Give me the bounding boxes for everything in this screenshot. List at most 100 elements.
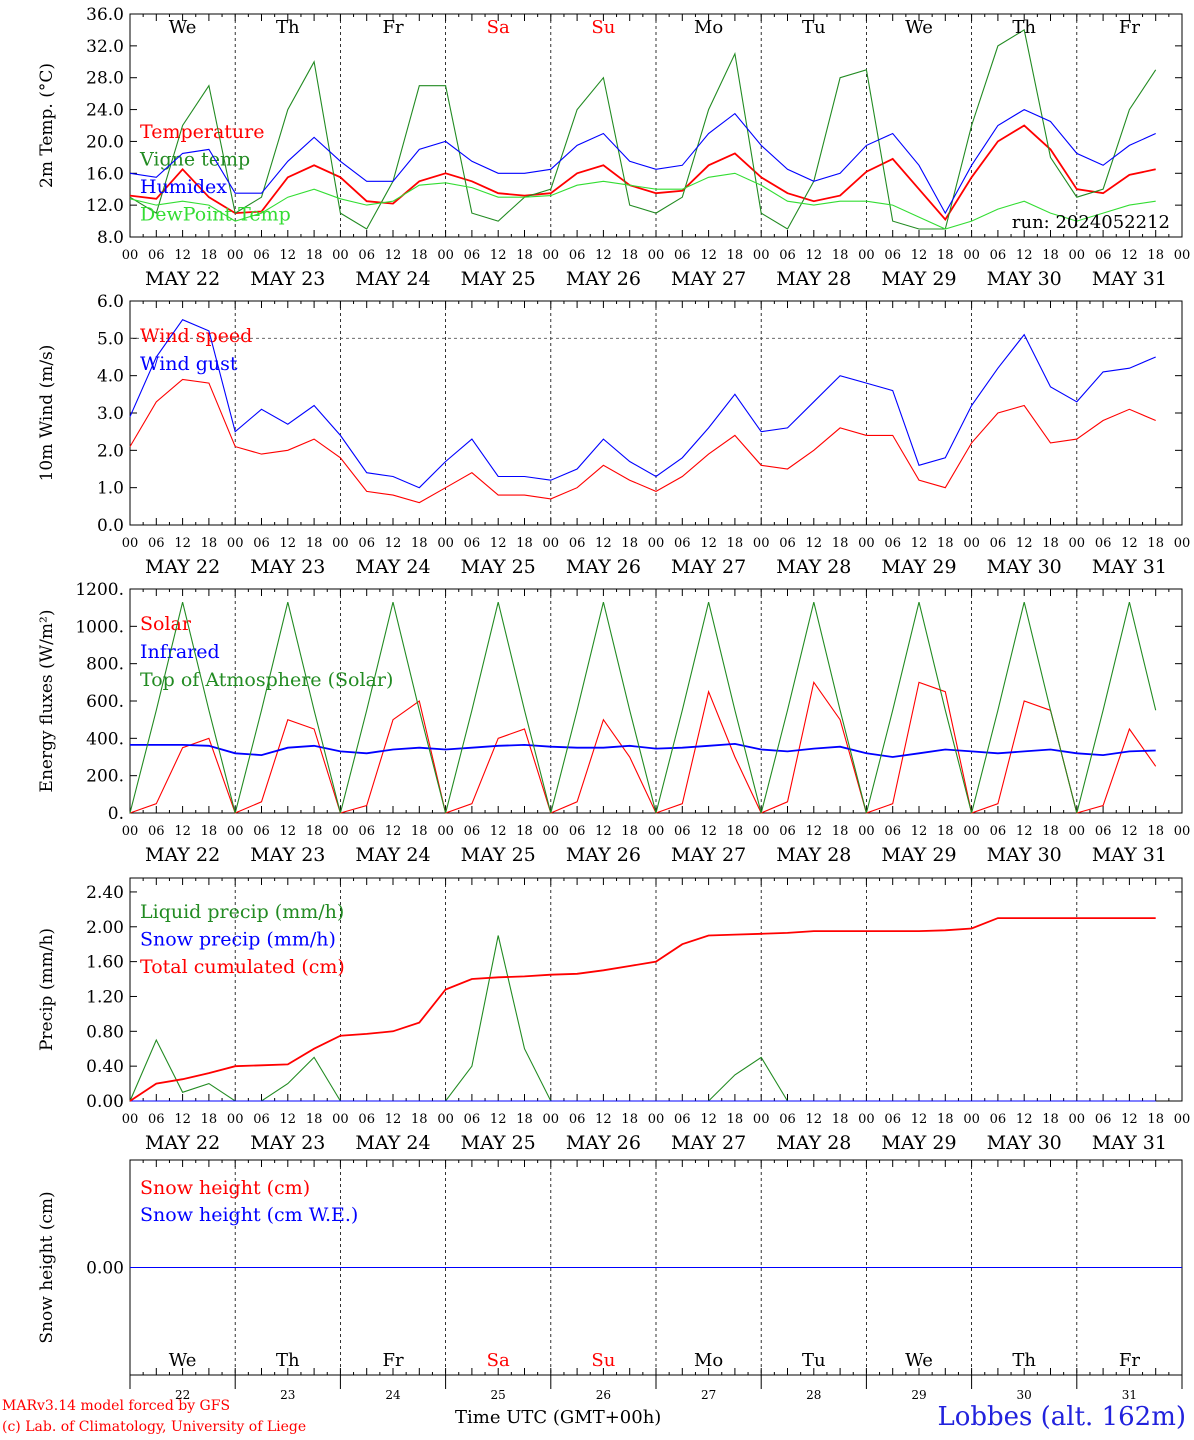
date-label: MAY 30 bbox=[987, 268, 1062, 290]
y-tick-label: 1200. bbox=[75, 580, 124, 600]
hour-tick-label: 06 bbox=[1095, 536, 1112, 551]
legend-entry: Top of Atmosphere (Solar) bbox=[140, 669, 393, 691]
hour-tick-label: 12 bbox=[385, 1112, 402, 1127]
y-tick-label: 16.0 bbox=[86, 164, 124, 184]
hour-tick-label: 06 bbox=[990, 536, 1007, 551]
hour-tick-label: 06 bbox=[1095, 824, 1112, 839]
y-tick-label: 2.00 bbox=[86, 918, 124, 938]
series-line-wind-speed bbox=[129, 378, 1156, 504]
date-label: MAY 22 bbox=[145, 1132, 220, 1154]
hour-tick-label: 00 bbox=[227, 1112, 244, 1127]
hour-tick-label: 06 bbox=[884, 1112, 901, 1127]
weekday-label: Fr bbox=[1119, 17, 1140, 38]
time-axis-label: Time UTC (GMT+00h) bbox=[455, 1407, 662, 1428]
date-label: MAY 27 bbox=[671, 268, 746, 290]
hour-tick-label: 00 bbox=[1069, 1112, 1086, 1127]
hour-tick-label: 18 bbox=[306, 1112, 323, 1127]
hour-tick-label: 18 bbox=[727, 1112, 744, 1127]
hour-tick-label: 12 bbox=[174, 1112, 191, 1127]
hour-tick-label: 12 bbox=[174, 248, 191, 263]
hour-tick-label: 12 bbox=[385, 248, 402, 263]
hour-tick-label: 00 bbox=[963, 248, 980, 263]
hour-tick-label: 06 bbox=[253, 536, 270, 551]
y-tick-label: 2.40 bbox=[86, 883, 124, 903]
hour-tick-label: 00 bbox=[1069, 248, 1086, 263]
y-tick-label: 0.40 bbox=[86, 1057, 124, 1077]
hour-tick-label: 00 bbox=[122, 824, 139, 839]
day-number-label: 22 bbox=[175, 1388, 190, 1402]
date-label: MAY 31 bbox=[1092, 556, 1167, 578]
hour-tick-label: 06 bbox=[358, 536, 375, 551]
hour-tick-label: 00 bbox=[332, 824, 349, 839]
hour-tick-label: 12 bbox=[490, 1112, 507, 1127]
hour-tick-label: 00 bbox=[1174, 1112, 1191, 1127]
legend-entry: Temperature bbox=[140, 121, 264, 143]
date-label: MAY 22 bbox=[145, 844, 220, 866]
date-label: MAY 23 bbox=[250, 844, 325, 866]
date-label: MAY 31 bbox=[1092, 268, 1167, 290]
hour-tick-label: 00 bbox=[227, 824, 244, 839]
hour-tick-label: 12 bbox=[700, 824, 717, 839]
hour-tick-label: 12 bbox=[1016, 824, 1033, 839]
hour-tick-label: 00 bbox=[858, 824, 875, 839]
hour-tick-label: 18 bbox=[1042, 824, 1059, 839]
hour-tick-label: 00 bbox=[753, 536, 770, 551]
hour-tick-label: 12 bbox=[595, 1112, 612, 1127]
hour-tick-label: 00 bbox=[122, 1112, 139, 1127]
hour-tick-label: 18 bbox=[516, 248, 533, 263]
hour-tick-label: 00 bbox=[858, 536, 875, 551]
date-label: MAY 26 bbox=[566, 844, 641, 866]
hour-tick-label: 06 bbox=[990, 824, 1007, 839]
y-tick-label: 1.20 bbox=[86, 987, 124, 1007]
legend-entry: Snow precip (mm/h) bbox=[140, 929, 336, 951]
y-axis-label: 2m Temp. (°C) bbox=[37, 63, 57, 188]
weekday-label: Sa bbox=[487, 1350, 510, 1371]
y-tick-label: 600. bbox=[86, 692, 124, 712]
hour-tick-label: 18 bbox=[937, 1112, 954, 1127]
hour-tick-label: 12 bbox=[174, 824, 191, 839]
date-label: MAY 30 bbox=[987, 844, 1062, 866]
hour-tick-label: 18 bbox=[621, 1112, 638, 1127]
weekday-label: Fr bbox=[1119, 1350, 1140, 1371]
date-label: MAY 23 bbox=[250, 268, 325, 290]
series-line-wind-gust bbox=[129, 319, 1156, 489]
y-tick-label: 800. bbox=[86, 655, 124, 675]
hour-tick-label: 06 bbox=[779, 824, 796, 839]
hour-tick-label: 12 bbox=[385, 824, 402, 839]
y-tick-label: 2.0 bbox=[97, 441, 124, 461]
y-tick-label: 32.0 bbox=[86, 37, 124, 57]
day-number-label: 26 bbox=[596, 1388, 611, 1402]
hour-tick-label: 12 bbox=[385, 536, 402, 551]
y-axis-label: 10m Wind (m/s) bbox=[37, 345, 57, 482]
hour-tick-label: 00 bbox=[1174, 824, 1191, 839]
date-label: MAY 30 bbox=[987, 1132, 1062, 1154]
hour-tick-label: 18 bbox=[201, 248, 218, 263]
hour-tick-label: 12 bbox=[700, 1112, 717, 1127]
hour-tick-label: 00 bbox=[648, 1112, 665, 1127]
hour-tick-label: 00 bbox=[648, 824, 665, 839]
hour-tick-label: 18 bbox=[1147, 248, 1164, 263]
legend-entry: Wind speed bbox=[140, 325, 252, 347]
y-tick-label: 12.0 bbox=[86, 196, 124, 216]
weekday-label: Su bbox=[591, 1350, 615, 1371]
hour-tick-label: 12 bbox=[911, 536, 928, 551]
day-number-label: 29 bbox=[911, 1388, 926, 1402]
hour-tick-label: 06 bbox=[148, 1112, 165, 1127]
weekday-label: Sa bbox=[487, 17, 510, 38]
y-tick-label: 0.00 bbox=[86, 1259, 124, 1279]
hour-tick-label: 18 bbox=[937, 536, 954, 551]
hour-tick-label: 12 bbox=[1121, 248, 1138, 263]
hour-tick-label: 06 bbox=[884, 248, 901, 263]
hour-tick-label: 12 bbox=[595, 248, 612, 263]
weekday-label: Mo bbox=[694, 1350, 723, 1371]
hour-tick-label: 18 bbox=[516, 536, 533, 551]
series-line-top-of-atmosphere-solar- bbox=[129, 601, 1157, 814]
hour-tick-label: 18 bbox=[727, 824, 744, 839]
y-tick-label: 24.0 bbox=[86, 101, 124, 121]
y-tick-label: 0.0 bbox=[97, 516, 124, 536]
model-credit: MARv3.14 model forced by GFS bbox=[2, 1398, 231, 1414]
hour-tick-label: 00 bbox=[753, 1112, 770, 1127]
lab-credit: (c) Lab. of Climatology, University of L… bbox=[2, 1419, 307, 1435]
hour-tick-label: 18 bbox=[306, 536, 323, 551]
hour-tick-label: 00 bbox=[648, 536, 665, 551]
